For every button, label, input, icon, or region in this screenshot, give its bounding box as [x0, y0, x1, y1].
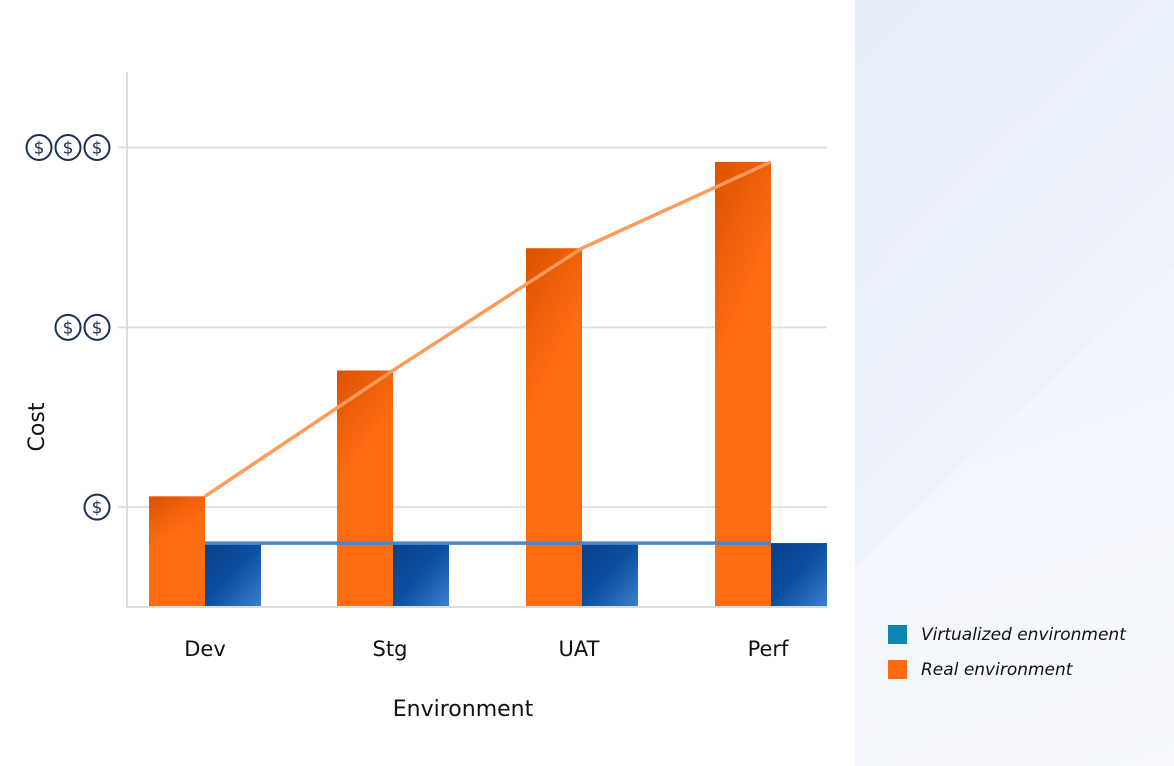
x-tick-label: Perf	[748, 637, 789, 661]
legend-label: Virtualized environment	[921, 624, 1126, 645]
bar-virtualized-uat	[582, 543, 638, 606]
legend-item-virtualized: Virtualized environment	[888, 617, 1126, 652]
chart: $ $ $ $ $ $ Dev Stg UAT Perf Environment Cost	[25, 72, 827, 722]
x-tick-label: UAT	[559, 637, 600, 661]
legend-label: Real environment	[921, 659, 1073, 680]
dollar-icon: $	[83, 134, 111, 162]
trend-line-real	[204, 160, 772, 498]
dollar-icon: $	[25, 134, 53, 162]
svg-text:$: $	[92, 318, 103, 338]
y-axis-title: Cost	[25, 402, 50, 451]
x-tick-label: Dev	[184, 637, 226, 661]
svg-text:$: $	[92, 139, 103, 159]
dollar-icon: $	[54, 134, 82, 162]
bar-real-stg	[337, 370, 393, 606]
bar-real-perf	[715, 161, 771, 606]
svg-text:$: $	[63, 318, 74, 338]
background-panel	[855, 0, 1174, 766]
bar-real-uat	[526, 248, 582, 606]
dollar-icon: $	[83, 493, 111, 521]
x-axis-title: Environment	[393, 697, 534, 722]
bar-virtualized-stg	[393, 543, 449, 606]
x-tick-label: Stg	[373, 637, 408, 661]
svg-text:$: $	[34, 139, 45, 159]
legend-swatch	[888, 660, 907, 679]
svg-text:$: $	[92, 498, 103, 518]
dollar-icon: $	[54, 313, 82, 341]
bar-real-dev	[149, 496, 205, 606]
legend: Virtualized environment Real environment	[888, 617, 1126, 687]
bar-virtualized-dev	[205, 543, 261, 606]
legend-item-real: Real environment	[888, 652, 1126, 687]
bar-virtualized-perf	[771, 543, 827, 606]
svg-text:$: $	[63, 139, 74, 159]
legend-swatch	[888, 625, 907, 644]
dollar-icon: $	[83, 313, 111, 341]
